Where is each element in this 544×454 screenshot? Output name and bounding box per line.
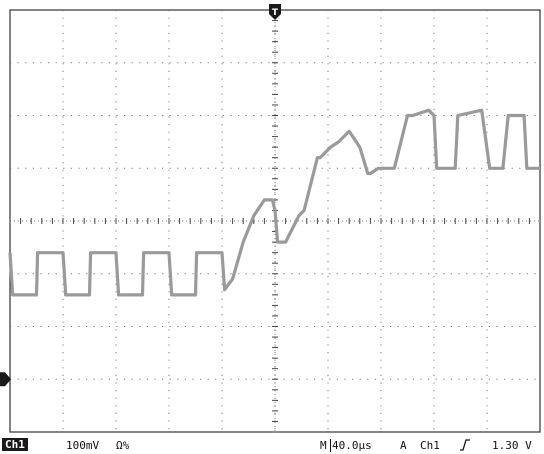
time-per-div: 40.0µs <box>330 439 372 452</box>
trigger-level: 1.30 V <box>492 439 532 452</box>
trigger-mode: A <box>400 439 407 452</box>
waveform-screen: T <box>0 4 541 433</box>
channel-badge: Ch1 <box>2 438 28 451</box>
coupling-symbol: Ω% <box>116 439 130 452</box>
ground-reference-marker-icon <box>0 372 11 387</box>
rising-edge-icon <box>460 439 470 454</box>
trigger-position-label: T <box>272 8 279 18</box>
volts-per-div: 100mV <box>66 439 100 452</box>
trigger-source: Ch1 <box>420 439 440 452</box>
trigger-position-marker-icon <box>269 4 281 20</box>
timebase-prefix: M <box>320 439 327 452</box>
status-bar: Ch1 100mV Ω% M 40.0µs A Ch1 1.30 V <box>0 436 544 454</box>
waveform-trace <box>8 108 540 297</box>
